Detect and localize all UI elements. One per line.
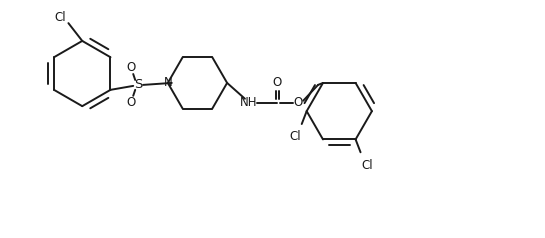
- Text: O: O: [272, 76, 281, 89]
- Text: O: O: [126, 61, 136, 74]
- Text: Cl: Cl: [289, 130, 301, 143]
- Text: N: N: [164, 76, 172, 89]
- Text: O: O: [126, 96, 136, 109]
- Text: Cl: Cl: [54, 11, 66, 24]
- Text: S: S: [134, 78, 142, 91]
- Text: Cl: Cl: [362, 159, 373, 172]
- Text: O: O: [294, 96, 303, 109]
- Text: NH: NH: [240, 96, 258, 109]
